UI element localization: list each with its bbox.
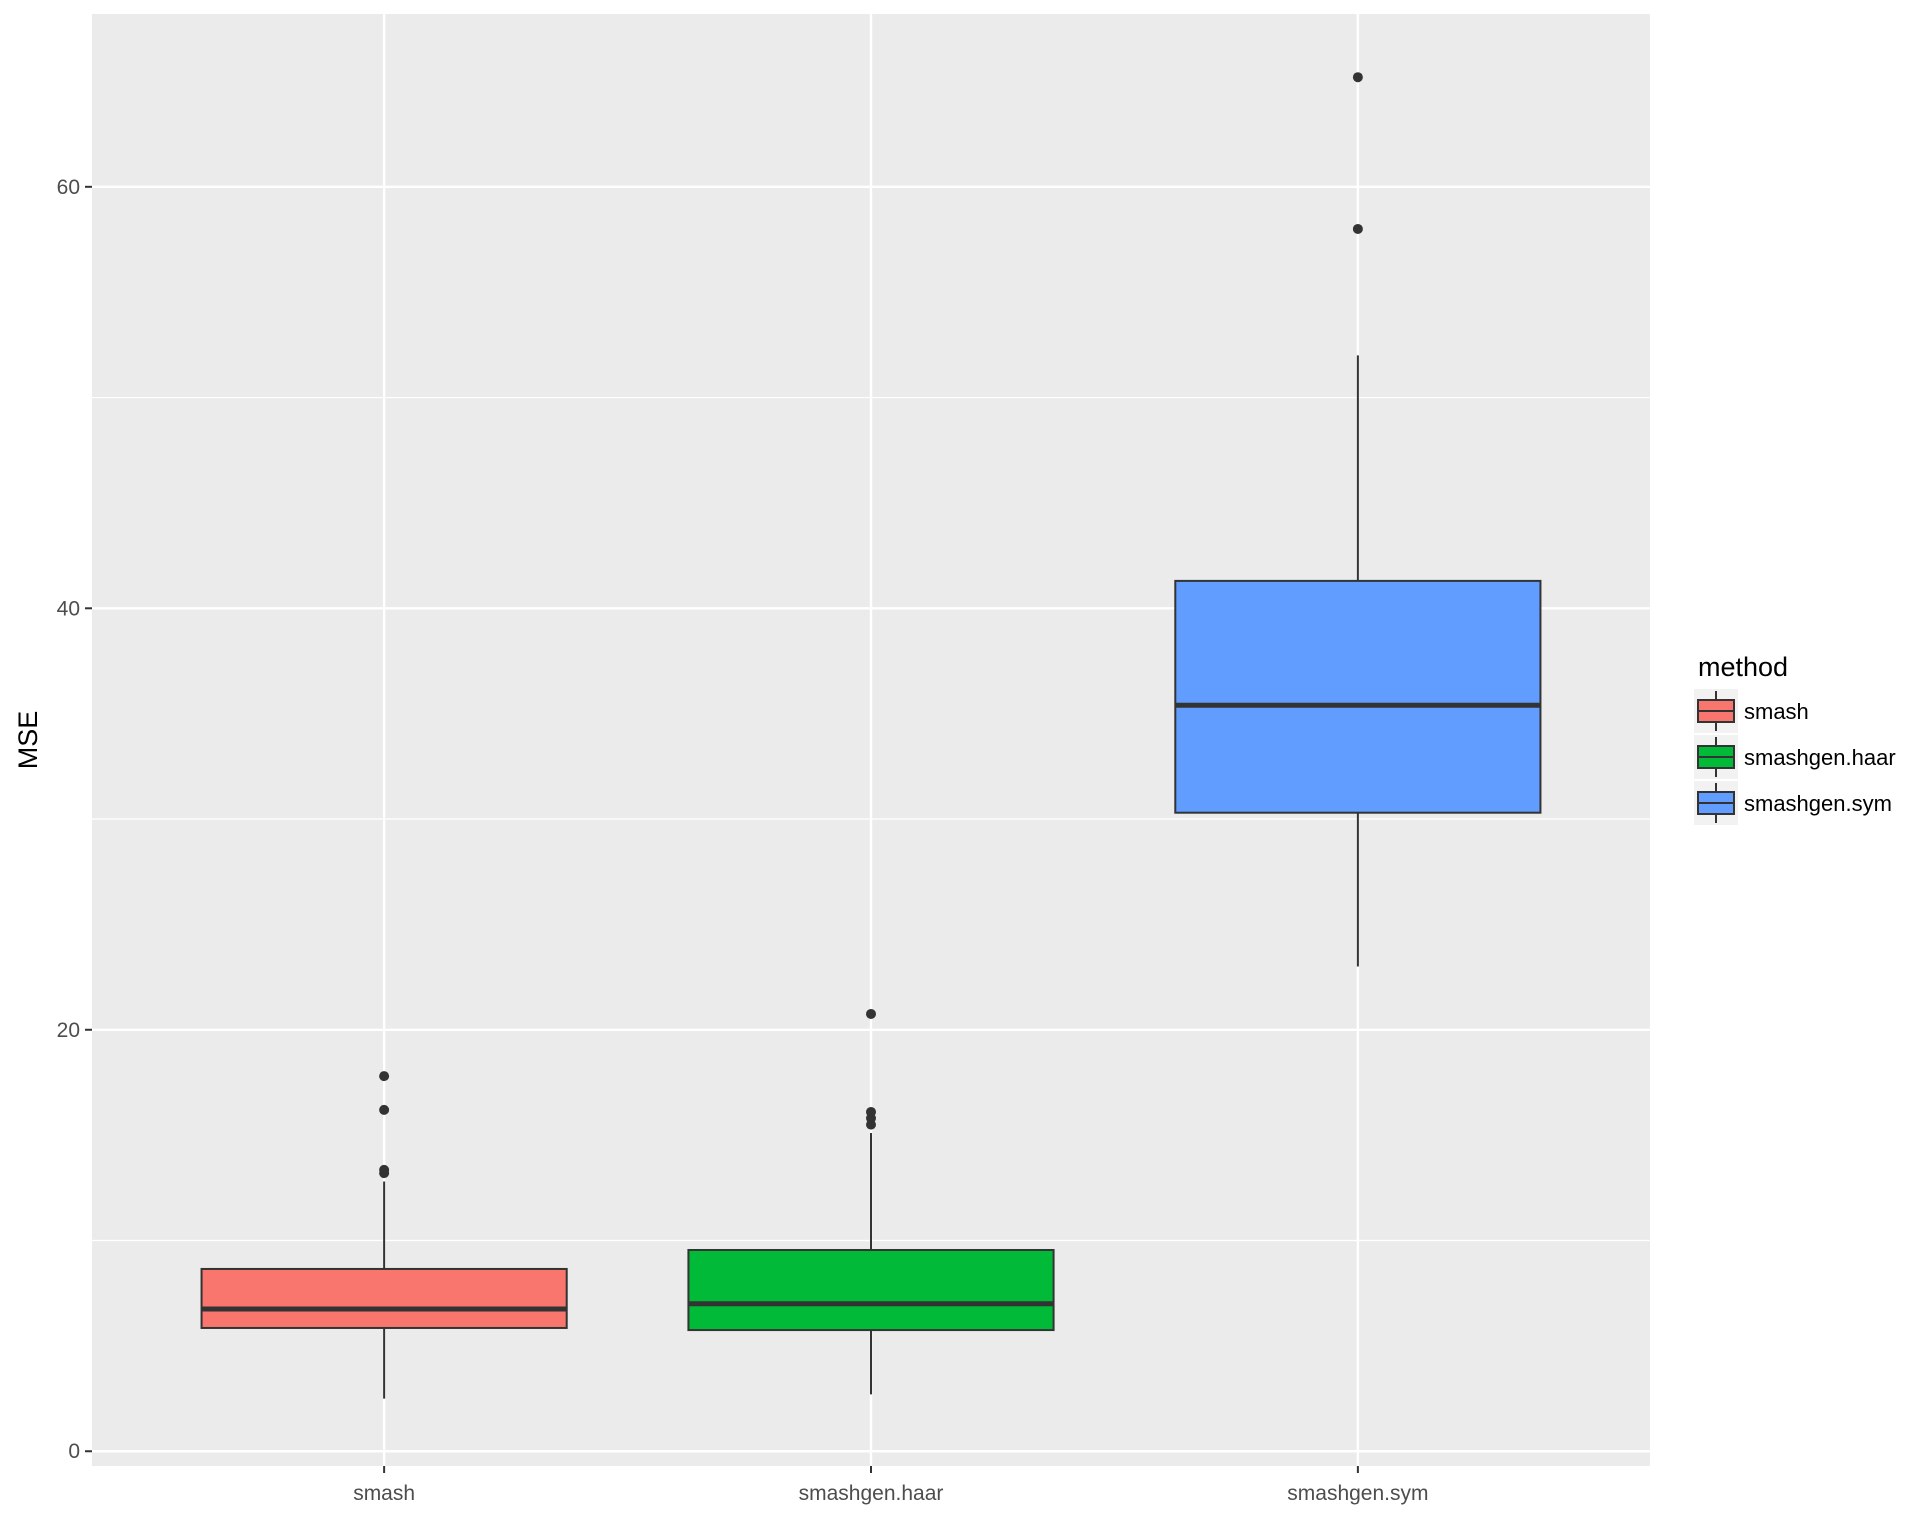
- iqr-box: [687, 1248, 1055, 1332]
- legend-label: smashgen.haar: [1744, 745, 1896, 770]
- x-tick-label: smash: [353, 1482, 415, 1505]
- legend: method smash smashgen.haar smashgen.sym: [1694, 652, 1896, 825]
- outlier-point: [1352, 223, 1363, 234]
- x-tick-label: smashgen.sym: [1287, 1482, 1428, 1505]
- boxes: [200, 72, 1542, 1399]
- outlier-point: [866, 1008, 876, 1019]
- axes: 0 20 40 60 smash smashgen.haar smashgen.sym: [57, 176, 1429, 1505]
- outlier-point: [379, 1164, 390, 1175]
- x-tick-label: smashgen.haar: [799, 1482, 944, 1505]
- outlier-point: [379, 1071, 390, 1082]
- iqr-box: [200, 1267, 568, 1329]
- box-smashgen.haar: [687, 1008, 1055, 1395]
- outlier-point: [379, 1104, 390, 1115]
- iqr-box: [1174, 579, 1542, 814]
- y-tick-label: 60: [57, 176, 80, 199]
- legend-label: smashgen.sym: [1744, 791, 1892, 816]
- legend-item-smashgen.haar: smashgen.haar: [1694, 735, 1896, 779]
- legend-item-smashgen.sym: smashgen.sym: [1694, 781, 1892, 825]
- box-smashgen.sym: [1174, 72, 1542, 967]
- legend-label: smash: [1744, 699, 1809, 724]
- y-tick-label: 0: [68, 1440, 80, 1463]
- box-smash: [200, 1071, 568, 1399]
- outlier-point: [1352, 72, 1363, 83]
- legend-item-smash: smash: [1694, 689, 1809, 733]
- y-tick-label: 40: [57, 597, 80, 620]
- y-tick-label: 20: [57, 1019, 80, 1042]
- y-axis-title: MSE: [13, 711, 43, 770]
- outlier-point: [866, 1106, 876, 1117]
- legend-title: method: [1698, 652, 1788, 682]
